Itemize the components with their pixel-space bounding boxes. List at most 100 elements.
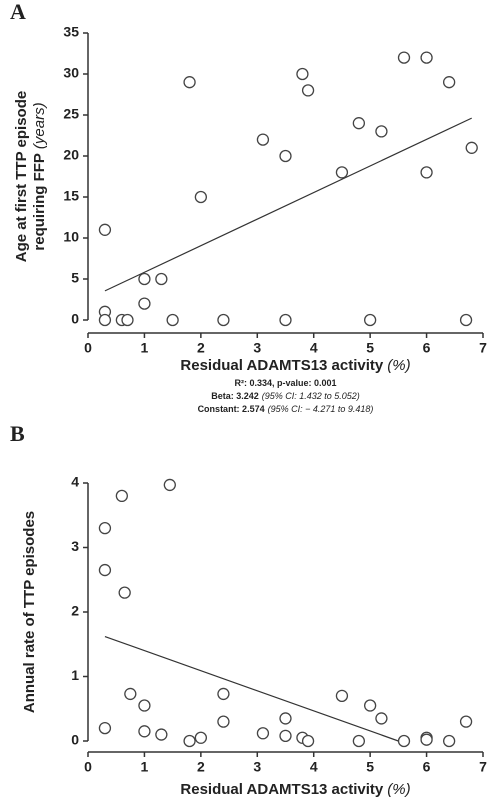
x-tick-label: 5 xyxy=(366,340,374,356)
panel-label: B xyxy=(10,421,25,446)
x-tick-label: 4 xyxy=(310,759,318,775)
y-tick-label: 5 xyxy=(71,270,79,286)
y-tick-label: 15 xyxy=(63,188,79,204)
x-tick-label: 1 xyxy=(141,759,149,775)
x-tick-label: 5 xyxy=(366,759,374,775)
data-point xyxy=(279,149,292,163)
y-tick-label: 20 xyxy=(63,147,79,163)
data-point xyxy=(335,166,349,179)
panel-label: A xyxy=(10,0,26,24)
data-point xyxy=(98,563,112,577)
trend-line xyxy=(104,635,399,742)
data-point xyxy=(166,313,179,327)
data-point xyxy=(459,715,473,728)
stats-part: Beta: 3.242 xyxy=(211,391,259,401)
data-point xyxy=(465,141,478,154)
data-point xyxy=(256,727,270,740)
data-point xyxy=(138,725,151,738)
data-point xyxy=(256,133,270,146)
trend-line xyxy=(104,117,472,292)
y-axis-label: Age at first TTP episode xyxy=(13,91,30,262)
data-point xyxy=(397,51,411,64)
data-point xyxy=(279,313,292,327)
data-point xyxy=(279,729,292,742)
data-point xyxy=(163,478,176,492)
data-point xyxy=(217,313,230,327)
y-axis-label: requiring FFP (years) xyxy=(31,102,48,250)
data-point xyxy=(98,223,112,236)
x-label-part: (%) xyxy=(387,357,410,374)
y-label-part: Age at first TTP episode xyxy=(13,91,30,262)
data-point xyxy=(301,734,315,748)
x-tick-label: 3 xyxy=(253,340,261,356)
data-point xyxy=(397,734,411,748)
data-point xyxy=(363,699,377,712)
y-tick-label: 3 xyxy=(71,538,79,554)
stats-part: (95% CI: 1.432 to 5.052) xyxy=(262,391,360,401)
y-label-part: (years) xyxy=(31,102,48,149)
x-label-part: Residual ADAMTS13 activity xyxy=(180,357,383,374)
x-tick-label: 7 xyxy=(479,759,487,775)
x-label-part: (%) xyxy=(387,781,410,798)
data-point xyxy=(296,67,309,81)
y-tick-label: 25 xyxy=(63,106,79,122)
data-point xyxy=(301,84,315,97)
data-point xyxy=(420,166,433,179)
data-point xyxy=(194,731,208,744)
y-tick-label: 0 xyxy=(71,732,79,748)
data-point xyxy=(115,489,129,503)
data-point xyxy=(375,712,388,725)
data-point xyxy=(118,586,131,599)
stats-part: (95% CI: − 4.271 to 9.418) xyxy=(268,404,374,414)
data-point xyxy=(420,733,433,746)
x-label-part: Residual ADAMTS13 activity xyxy=(180,781,383,798)
data-point xyxy=(420,51,433,64)
data-point xyxy=(217,687,230,701)
x-tick-label: 3 xyxy=(253,759,261,775)
x-tick-label: 6 xyxy=(423,340,431,356)
data-point xyxy=(442,734,456,748)
data-point xyxy=(138,297,151,310)
data-point xyxy=(124,687,137,701)
x-tick-label: 0 xyxy=(84,759,92,775)
x-tick-label: 2 xyxy=(197,759,205,775)
y-label-part: requiring FFP xyxy=(31,153,48,251)
x-axis-label: Residual ADAMTS13 activity (%) xyxy=(180,357,410,374)
x-axis-label: Residual ADAMTS13 activity (%) xyxy=(180,781,410,798)
data-point xyxy=(217,715,230,728)
y-tick-label: 2 xyxy=(71,603,79,619)
x-tick-label: 4 xyxy=(310,340,318,356)
y-tick-label: 10 xyxy=(63,229,79,245)
x-tick-label: 7 xyxy=(479,340,487,356)
stats-line: Beta: 3.242 (95% CI: 1.432 to 5.052) xyxy=(211,391,360,401)
data-point xyxy=(138,272,151,286)
stats-line: Constant: 2.574 (95% CI: − 4.271 to 9.418… xyxy=(198,404,374,414)
data-point xyxy=(459,313,473,327)
data-point xyxy=(183,76,196,89)
data-point xyxy=(183,734,196,748)
data-point xyxy=(335,689,349,702)
data-point xyxy=(155,728,168,741)
y-tick-label: 0 xyxy=(71,311,79,327)
stats-line: R²: 0.334, p-value: 0.001 xyxy=(234,378,336,388)
x-tick-label: 2 xyxy=(197,340,205,356)
data-point xyxy=(98,522,112,535)
y-tick-label: 1 xyxy=(71,667,79,683)
data-point xyxy=(194,190,208,204)
data-point xyxy=(352,117,366,130)
data-point xyxy=(375,125,388,138)
data-point xyxy=(138,699,151,712)
y-axis-label: Annual rate of TTP episodes xyxy=(21,511,38,713)
y-tick-label: 35 xyxy=(63,24,79,40)
data-point xyxy=(121,313,134,327)
data-point xyxy=(98,721,112,735)
data-point xyxy=(98,313,112,327)
data-point xyxy=(352,734,366,748)
x-tick-label: 6 xyxy=(423,759,431,775)
stats-part: Constant: 2.574 xyxy=(198,404,265,414)
y-tick-label: 30 xyxy=(63,65,79,81)
data-point xyxy=(155,272,168,286)
x-tick-label: 1 xyxy=(141,340,149,356)
y-tick-label: 4 xyxy=(71,474,79,490)
y-label-part: Annual rate of TTP episodes xyxy=(21,511,38,713)
